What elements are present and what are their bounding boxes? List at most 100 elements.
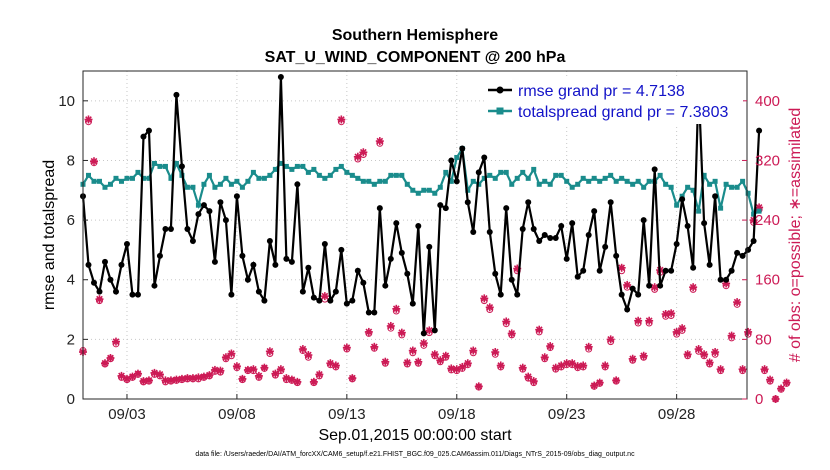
totalspread-point [690,187,696,193]
rmse-point [651,166,658,173]
obs-star-stroke [728,332,735,340]
obs-assimilated-point [716,365,725,374]
totalspread-point [597,178,603,184]
rmse-point [118,261,125,268]
obs-star-stroke [365,328,373,336]
rmse-point [486,229,493,236]
totalspread-point [619,175,625,181]
totalspread-point [311,166,317,172]
totalspread-point [91,178,97,184]
obs-star-stroke [283,374,290,382]
totalspread-point [173,160,179,166]
totalspread-point [327,172,333,178]
rmse-point [360,279,367,286]
obs-star-stroke [337,116,345,123]
obs-assimilated-point [689,283,698,292]
obs-assimilated-point [106,354,115,362]
totalspread-point [426,187,432,193]
obs-star-stroke [343,344,351,351]
obs-assimilated-point [331,361,340,370]
obs-assimilated-point [397,328,406,337]
obs-star-stroke [162,376,169,384]
obs-assimilated-point [161,376,170,385]
obs-assimilated-point [738,365,747,374]
obs-star-stroke [772,395,779,403]
obs-star-stroke [480,294,488,302]
totalspread-point [668,184,674,190]
rmse-point [195,211,202,218]
obs-star-stroke [662,310,670,318]
obs-star-stroke [239,375,246,383]
obs-assimilated-point [700,350,709,359]
obs-assimilated-point [414,357,423,366]
rmse-point [558,223,565,230]
legend-spread-marker [496,107,504,115]
totalspread-point [228,181,234,187]
obs-assimilated-point [623,280,632,289]
totalspread-point [388,172,394,178]
y-right-tick-label: 400 [755,93,780,110]
obs-assimilated-point [628,354,637,363]
obs-assimilated-point [227,349,236,358]
obs-assimilated-point [304,351,313,360]
obs-star-stroke [706,359,713,366]
x-tick-label: 09/23 [548,406,586,423]
rmse-point [343,300,350,307]
obs-assimilated-point [100,359,109,368]
obs-star-stroke [579,362,587,369]
rmse-point [464,199,471,206]
rmse-point [365,309,372,316]
obs-assimilated-point [128,372,137,381]
rmse-point [750,237,757,244]
rmse-point [728,267,735,274]
obs-star-stroke [244,366,252,374]
obs-star-stroke [409,347,417,354]
rmse-point [222,217,229,224]
legend-rmse-marker [496,86,504,94]
totalspread-point [520,169,526,175]
totalspread-point [514,175,520,181]
obs-assimilated-point [375,137,384,146]
rmse-point [657,282,664,289]
rmse-point [536,237,543,244]
obs-star-stroke [563,359,571,367]
obs-star-stroke [590,382,598,389]
totalspread-point [448,178,454,184]
obs-star-stroke [134,370,142,378]
obs-assimilated-point [529,377,538,386]
rmse-point [646,282,653,289]
rmse-point [371,309,378,316]
totalspread-point [740,178,746,184]
totalspread-point [261,175,267,181]
totalspread-point [129,175,135,181]
obs-assimilated-point [491,348,500,357]
obs-star-stroke [101,359,109,367]
obs-star-stroke [766,376,774,383]
obs-assimilated-point [507,329,516,338]
obs-assimilated-point [276,365,285,374]
rmse-point [475,169,482,176]
rmse-point [277,73,284,80]
rmse-point [294,181,301,188]
obs-assimilated-point [155,370,164,379]
obs-assimilated-point [463,359,472,368]
obs-star-stroke [761,365,768,373]
obs-star-stroke [447,365,455,372]
totalspread-point [492,175,498,181]
obs-assimilated-point [480,294,489,303]
rmse-point [629,285,636,292]
obs-star-stroke [568,359,576,367]
totalspread-point [157,163,163,169]
obs-star-stroke [673,328,681,336]
obs-star-stroke [431,350,439,358]
totalspread-point [344,169,350,175]
obs-star-stroke [255,372,263,380]
obs-star-stroke [310,378,318,386]
rmse-point [717,276,724,283]
totalspread-point [470,178,476,184]
obs-assimilated-point [271,369,280,378]
obs-star-stroke [695,345,702,353]
obs-assimilated-point [320,292,329,301]
rmse-point [90,279,97,286]
obs-star-stroke [469,347,477,354]
